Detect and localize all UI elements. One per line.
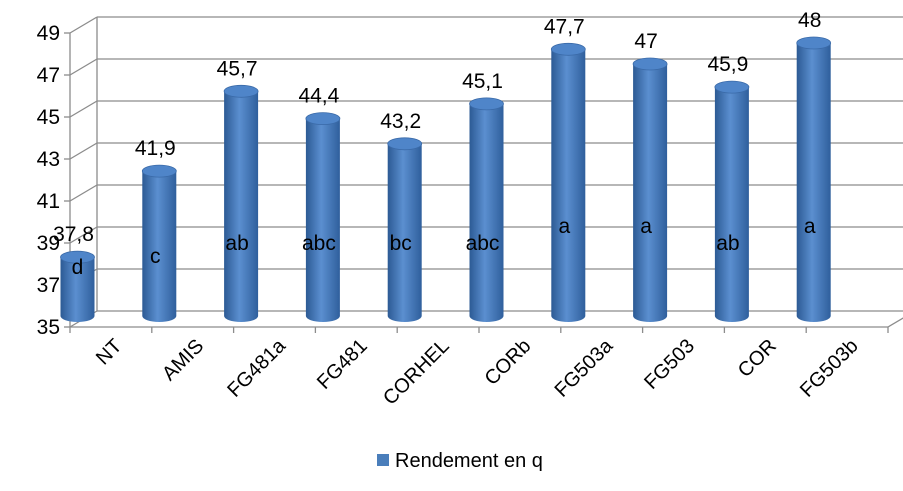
- group-letter: bc: [390, 232, 412, 255]
- gridline-side: [69, 16, 98, 34]
- data-label: 43,2: [380, 110, 421, 133]
- data-label: 47: [634, 30, 657, 53]
- bar: [305, 112, 341, 322]
- gridline-side: [69, 58, 98, 76]
- bar: [714, 80, 750, 322]
- data-label: 45,1: [462, 70, 503, 93]
- bar-top: [632, 57, 668, 71]
- data-label: 45,7: [217, 57, 258, 80]
- data-label: 47,7: [544, 15, 585, 38]
- bar-top: [469, 97, 504, 111]
- gridline-side: [69, 226, 98, 244]
- x-tick-label: FG503a: [551, 334, 618, 401]
- x-tick-label: FG481: [313, 335, 372, 394]
- data-label: 45,9: [707, 53, 748, 76]
- bars: [60, 36, 832, 323]
- bar-body: [551, 49, 586, 323]
- y-tick-label: 41: [37, 190, 60, 213]
- gridline-side: [69, 100, 98, 118]
- bar-top: [223, 84, 259, 98]
- bar-body: [387, 143, 422, 322]
- bar-body: [796, 43, 831, 322]
- bar: [141, 164, 177, 322]
- data-label: 41,9: [135, 137, 176, 160]
- bar-body: [633, 64, 668, 322]
- x-tick-label: FG503: [640, 335, 699, 394]
- data-label: 37,8: [53, 223, 94, 246]
- group-letter: a: [558, 215, 570, 238]
- x-tick-label: AMIS: [158, 335, 208, 385]
- bar-top: [305, 112, 341, 125]
- group-letter: a: [640, 215, 652, 238]
- y-tick-label: 45: [37, 106, 60, 129]
- y-tick-label: 35: [37, 316, 60, 339]
- group-letter: abc: [466, 232, 500, 255]
- y-tick-label: 47: [37, 64, 60, 87]
- y-tick-label: 49: [37, 22, 60, 45]
- group-letter: ab: [716, 232, 739, 255]
- group-letter: d: [72, 256, 84, 279]
- x-tick-label: FG481a: [223, 334, 290, 401]
- bar-body: [224, 91, 259, 322]
- bar: [387, 137, 423, 322]
- y-tick-label: 39: [37, 232, 60, 255]
- bar-body: [305, 118, 340, 322]
- floor-edge: [887, 317, 903, 328]
- legend-label: Rendement en q: [395, 450, 543, 472]
- gridline-side: [69, 142, 98, 160]
- legend-swatch: [377, 454, 389, 466]
- bar-top: [60, 250, 95, 264]
- bar-body: [714, 87, 749, 322]
- x-tick-label: COR: [734, 335, 781, 382]
- bar-top: [387, 137, 423, 151]
- data-label: 48: [798, 9, 821, 32]
- bar-top: [714, 80, 750, 94]
- x-tick-label: CORHEL: [379, 335, 454, 410]
- bar: [550, 42, 586, 323]
- bar: [60, 250, 95, 322]
- group-letter: abc: [302, 232, 336, 255]
- bar-top: [141, 164, 177, 178]
- bar-body: [60, 257, 95, 322]
- bar: [469, 97, 504, 323]
- y-tick-label: 43: [37, 148, 60, 171]
- legend: Rendement en q: [377, 450, 543, 472]
- bar: [223, 84, 259, 322]
- bar: [632, 57, 668, 322]
- group-letter: a: [804, 215, 816, 238]
- y-tick-label: 37: [37, 274, 60, 297]
- bar: [796, 36, 832, 322]
- data-label: 44,4: [298, 85, 339, 108]
- x-tick-label: CORb: [481, 335, 536, 390]
- group-letter: ab: [225, 232, 248, 255]
- bar-body: [469, 103, 504, 323]
- bar-body: [142, 171, 177, 322]
- bar-top: [796, 36, 832, 50]
- x-tick-label: NT: [92, 335, 126, 369]
- gridline-side: [69, 184, 98, 202]
- bar-top: [550, 42, 586, 56]
- group-letter: c: [150, 245, 161, 268]
- x-tick-label: FG503b: [796, 335, 863, 402]
